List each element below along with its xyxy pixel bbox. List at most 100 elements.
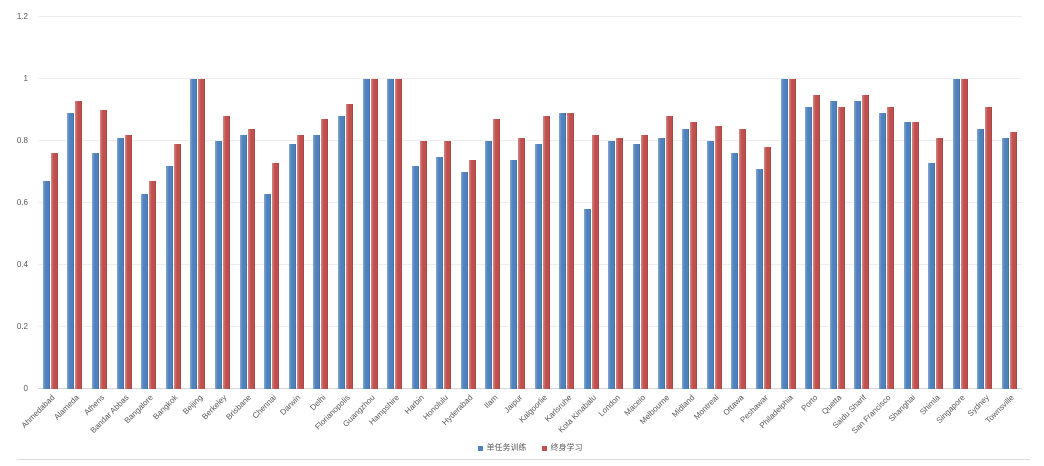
- bar-group: Kalgoorlie: [517, 17, 555, 425]
- x-axis-tick-label: Ilam: [482, 393, 500, 411]
- legend-item-series-0: 单任务训练: [477, 443, 527, 453]
- bar-series-1: [690, 122, 698, 389]
- bar-series-0: [485, 141, 493, 389]
- gridline: [38, 264, 1022, 265]
- legend-item-series-1: 终身学习: [541, 443, 583, 453]
- bar-series-1: [862, 94, 870, 389]
- bar-group: London: [597, 17, 629, 418]
- bar-series-0: [706, 141, 714, 389]
- bar-series-0: [731, 153, 739, 389]
- bar-series-1: [714, 125, 722, 389]
- bar-group: Sydney: [966, 17, 998, 418]
- x-axis-tick-label: Berkeley: [200, 393, 229, 422]
- x-axis-tick-label: Brisbane: [224, 393, 254, 422]
- bar-series-0: [288, 144, 296, 389]
- bar-series-0: [608, 141, 616, 389]
- bar-series-0: [67, 113, 75, 389]
- y-axis-tick-label: 0.8: [16, 136, 28, 145]
- bar-group: Philadelphia: [757, 17, 801, 430]
- x-axis-tick-label: Montreal: [692, 393, 721, 422]
- bar-group: Quetta: [820, 17, 850, 416]
- bar-group: Beijing: [181, 17, 211, 416]
- bar-series-0: [780, 79, 788, 389]
- y-axis-tick-label: 0.2: [16, 322, 28, 331]
- bar-series-1: [542, 116, 550, 389]
- bar-series-0: [337, 116, 345, 389]
- x-axis-tick-label: Porto: [799, 393, 820, 413]
- x-axis-tick-label: Shanghai: [887, 393, 918, 424]
- bar-group: Brisbane: [225, 17, 260, 422]
- bar-group: Bandar Abbas: [89, 17, 137, 435]
- bar-series-0: [190, 79, 198, 389]
- x-axis-tick-label: Alameda: [52, 393, 82, 422]
- bar-group: Hampshire: [367, 17, 407, 427]
- y-axis-tick-label: 1: [23, 74, 28, 83]
- bar-series-0: [633, 144, 641, 389]
- bar-series-0: [214, 141, 222, 389]
- bar-series-0: [387, 79, 395, 389]
- bar-groups: Ahmedabad Alameda Athens Bandar Abbas Bangal…: [20, 17, 1022, 436]
- plot-area: Ahmedabad Alameda Athens Bandar Abbas Bangal…: [20, 16, 1022, 436]
- bar-series-0: [854, 100, 862, 389]
- bar-series-0: [239, 134, 247, 389]
- bar-group: Bangalore: [123, 17, 161, 425]
- bar-series-1: [911, 122, 919, 389]
- bar-group: Maceio: [622, 17, 653, 418]
- bar-series-1: [813, 94, 821, 389]
- bar-group: Bangkok: [151, 17, 186, 421]
- bar-series-0: [510, 159, 518, 389]
- bar-group: Honolulu: [421, 17, 457, 422]
- bar-series-0: [264, 193, 272, 389]
- bar-group: Hyderabad: [441, 17, 481, 427]
- bar-group: Kota Kinabalu: [556, 17, 604, 435]
- bar-series-1: [222, 116, 230, 389]
- bar-group: Ahmedabad: [20, 17, 63, 430]
- bar-series-0: [1001, 137, 1009, 389]
- chart-bottom-divider: [17, 459, 1030, 460]
- bar-group: San Francisco: [850, 17, 899, 436]
- x-axis-tick-label: Darwin: [278, 393, 303, 417]
- bar-series-1: [50, 153, 58, 389]
- bar-group: Saidu Sharif: [831, 17, 875, 430]
- bar-series-0: [829, 100, 837, 389]
- bar-group: Karlsruhe: [543, 17, 579, 424]
- bar-series-0: [116, 137, 124, 389]
- bar-series-1: [272, 162, 280, 389]
- bar-series-1: [788, 79, 796, 389]
- bar-group: Alameda: [53, 17, 88, 422]
- legend-marker-icon: [477, 445, 483, 451]
- bar-series-0: [805, 106, 813, 389]
- gridline: [38, 16, 1022, 17]
- bar-series-0: [559, 113, 567, 389]
- bar-series-1: [616, 137, 624, 389]
- bar-series-1: [198, 79, 206, 389]
- bar-series-1: [886, 106, 894, 389]
- bar-series-0: [313, 134, 321, 389]
- gridline: [38, 140, 1022, 141]
- bar-group: Melbourne: [638, 17, 678, 426]
- x-axis-tick-label: Ahmedabad: [19, 393, 57, 430]
- bar-group: Florianopolis: [313, 17, 358, 431]
- bar-series-0: [141, 193, 149, 389]
- bar-group: Shimla: [918, 17, 948, 417]
- legend-marker-icon: [541, 445, 547, 451]
- bar-series-1: [641, 134, 649, 389]
- bar-group: Berkeley: [200, 17, 235, 421]
- gridline: [38, 202, 1022, 203]
- bar-series-0: [362, 79, 370, 389]
- bar-group: Townsville: [984, 17, 1022, 425]
- bar-group: Singapore: [934, 17, 973, 425]
- bar-group: Ottawa: [721, 17, 752, 417]
- y-axis-tick-label: 0.4: [16, 260, 28, 269]
- bar-series-1: [739, 128, 747, 389]
- bar-series-1: [395, 79, 403, 389]
- bar-series-1: [960, 79, 968, 389]
- y-axis-tick-label: 0.6: [16, 198, 28, 207]
- bar-series-0: [928, 162, 936, 389]
- bar-series-1: [764, 147, 772, 389]
- bar-group: Guangzhou: [341, 17, 383, 429]
- legend-label: 终身学习: [550, 443, 583, 452]
- x-axis-tick-label: Chennai: [250, 393, 279, 421]
- bar-series-1: [99, 110, 107, 389]
